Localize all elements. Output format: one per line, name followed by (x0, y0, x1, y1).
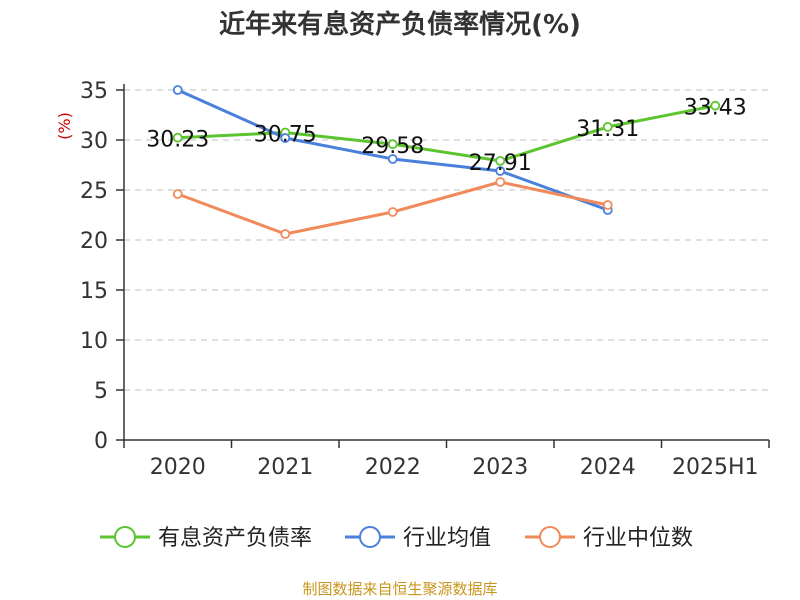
source-note: 制图数据来自恒生聚源数据库 (302, 580, 498, 598)
data-point (495, 155, 506, 166)
x-tick-label: 2023 (472, 455, 528, 480)
x-tick-label: 2025H1 (672, 455, 759, 480)
series-line-1 (177, 104, 716, 163)
data-labels: 30.23 30.75 29.58 27.91 31.31 33.43 (146, 96, 746, 176)
data-point (172, 85, 183, 95)
data-point (495, 166, 506, 176)
legend-marker (114, 526, 136, 548)
legend-item: 有息资产负债率 (100, 526, 312, 551)
data-label: 27.91 (469, 151, 532, 176)
data-point (387, 207, 398, 217)
legend-item: 行业中位数 (525, 526, 693, 551)
x-tick-label: 2020 (150, 455, 206, 480)
data-point (602, 122, 613, 132)
y-tick-label: 5 (94, 379, 108, 404)
y-tick-label: 20 (80, 229, 108, 254)
data-point (172, 132, 183, 143)
y-tick-label: 10 (80, 329, 108, 354)
data-point (710, 100, 721, 111)
x-tick-label: 2022 (365, 455, 421, 480)
y-tick-label: 25 (80, 179, 108, 204)
data-point (387, 139, 398, 150)
legend: 有息资产负债率 行业均值 行业中位数 (100, 526, 693, 551)
data-point (280, 229, 291, 239)
data-label: 30.75 (254, 123, 317, 148)
y-tick-label: 0 (94, 429, 108, 454)
data-label: 30.23 (146, 128, 209, 153)
data-label: 31.31 (576, 117, 639, 142)
y-tick-label: 35 (80, 79, 108, 104)
data-point (495, 177, 506, 187)
legend-label: 行业均值 (403, 526, 491, 551)
x-tick-label: 2021 (257, 455, 313, 480)
grid-lines (124, 89, 769, 391)
x-tick-label: 2024 (580, 455, 636, 480)
data-label: 33.43 (684, 96, 747, 121)
axes: 0 5 10 15 20 25 30 35 2020 2021 2022 2023 2024 2025H1 (80, 79, 770, 480)
data-point (602, 200, 613, 210)
y-axis-title: (%) (55, 112, 74, 140)
legend-item: 行业均值 (345, 526, 491, 551)
data-label: 29.58 (361, 134, 424, 159)
data-point (280, 133, 291, 143)
chart-title: 近年来有息资产负债率情况(%) (219, 10, 581, 40)
y-tick-label: 15 (80, 279, 108, 304)
series-lines (172, 85, 721, 239)
legend-marker (359, 526, 381, 548)
legend-label: 行业中位数 (583, 526, 693, 551)
data-point (172, 189, 183, 199)
data-point (387, 154, 398, 164)
y-tick-label: 30 (80, 129, 108, 154)
legend-label: 有息资产负债率 (158, 526, 312, 551)
legend-marker (539, 526, 561, 548)
